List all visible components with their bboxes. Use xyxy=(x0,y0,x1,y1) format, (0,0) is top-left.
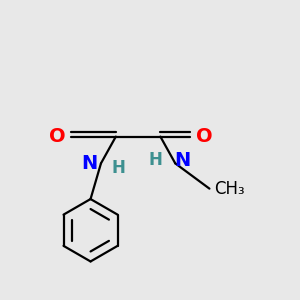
Text: O: O xyxy=(49,127,65,146)
Text: N: N xyxy=(174,151,190,170)
Text: H: H xyxy=(148,152,162,169)
Text: H: H xyxy=(111,159,125,177)
Text: O: O xyxy=(196,127,213,146)
Text: N: N xyxy=(82,154,98,173)
Text: CH₃: CH₃ xyxy=(214,180,244,198)
